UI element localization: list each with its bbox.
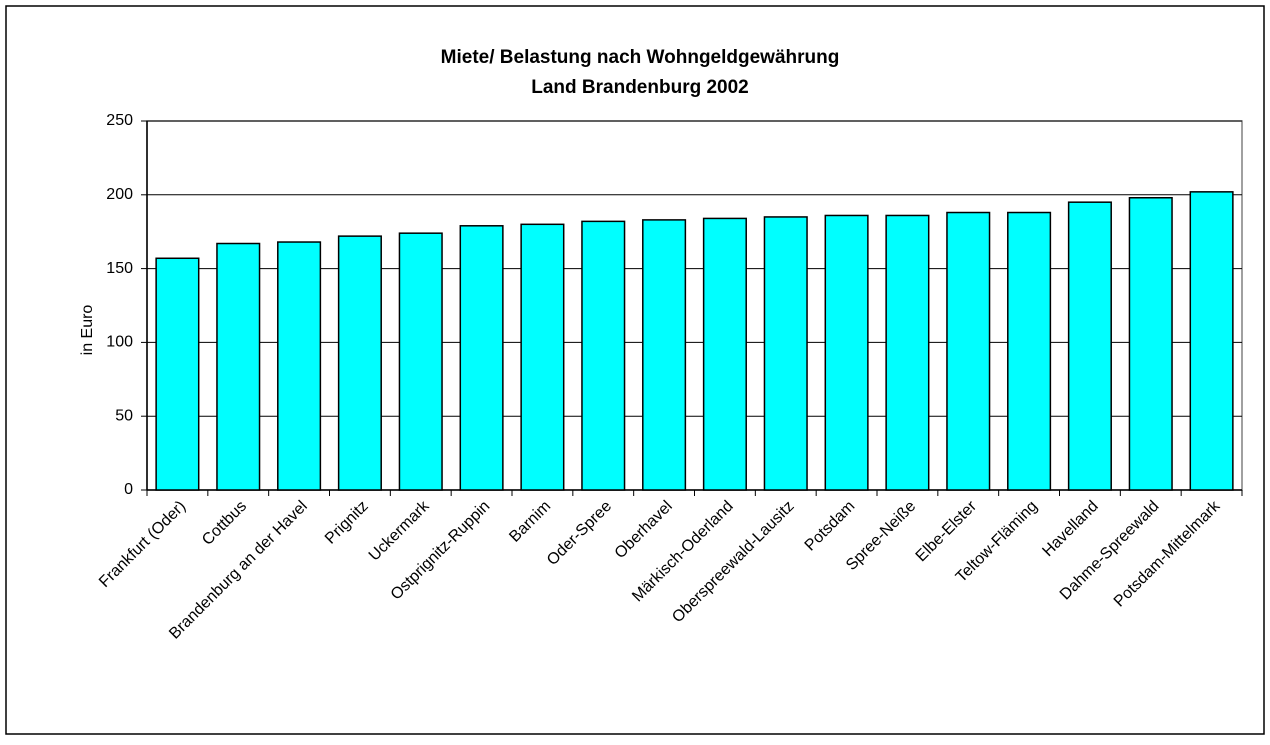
y-tick-label: 200 (106, 186, 133, 203)
chart-frame (5, 5, 1265, 735)
y-tick-label: 0 (124, 481, 133, 498)
bar (642, 219, 687, 491)
bar (581, 220, 626, 491)
bar (277, 241, 322, 491)
bar (1189, 191, 1234, 491)
y-tick-label: 150 (106, 260, 133, 277)
bar (1128, 197, 1173, 491)
bar (155, 257, 200, 491)
bar (702, 217, 747, 491)
y-tick-label: 100 (106, 334, 133, 351)
bar (459, 225, 504, 491)
y-tick-label: 250 (106, 112, 133, 129)
y-tick-label: 50 (115, 407, 133, 424)
y-axis-label: in Euro (79, 305, 96, 356)
bar (946, 211, 991, 491)
chart-title: Miete/ Belastung nach Wohngeldgewährung (441, 47, 840, 68)
bar (398, 232, 443, 491)
bar (216, 242, 261, 491)
bar (1067, 201, 1112, 491)
bar (1007, 211, 1052, 491)
bar (520, 223, 565, 491)
bar (885, 214, 930, 491)
bar (824, 214, 869, 491)
bar (337, 235, 382, 491)
bar (763, 216, 808, 491)
chart-title: Land Brandenburg 2002 (531, 77, 749, 98)
